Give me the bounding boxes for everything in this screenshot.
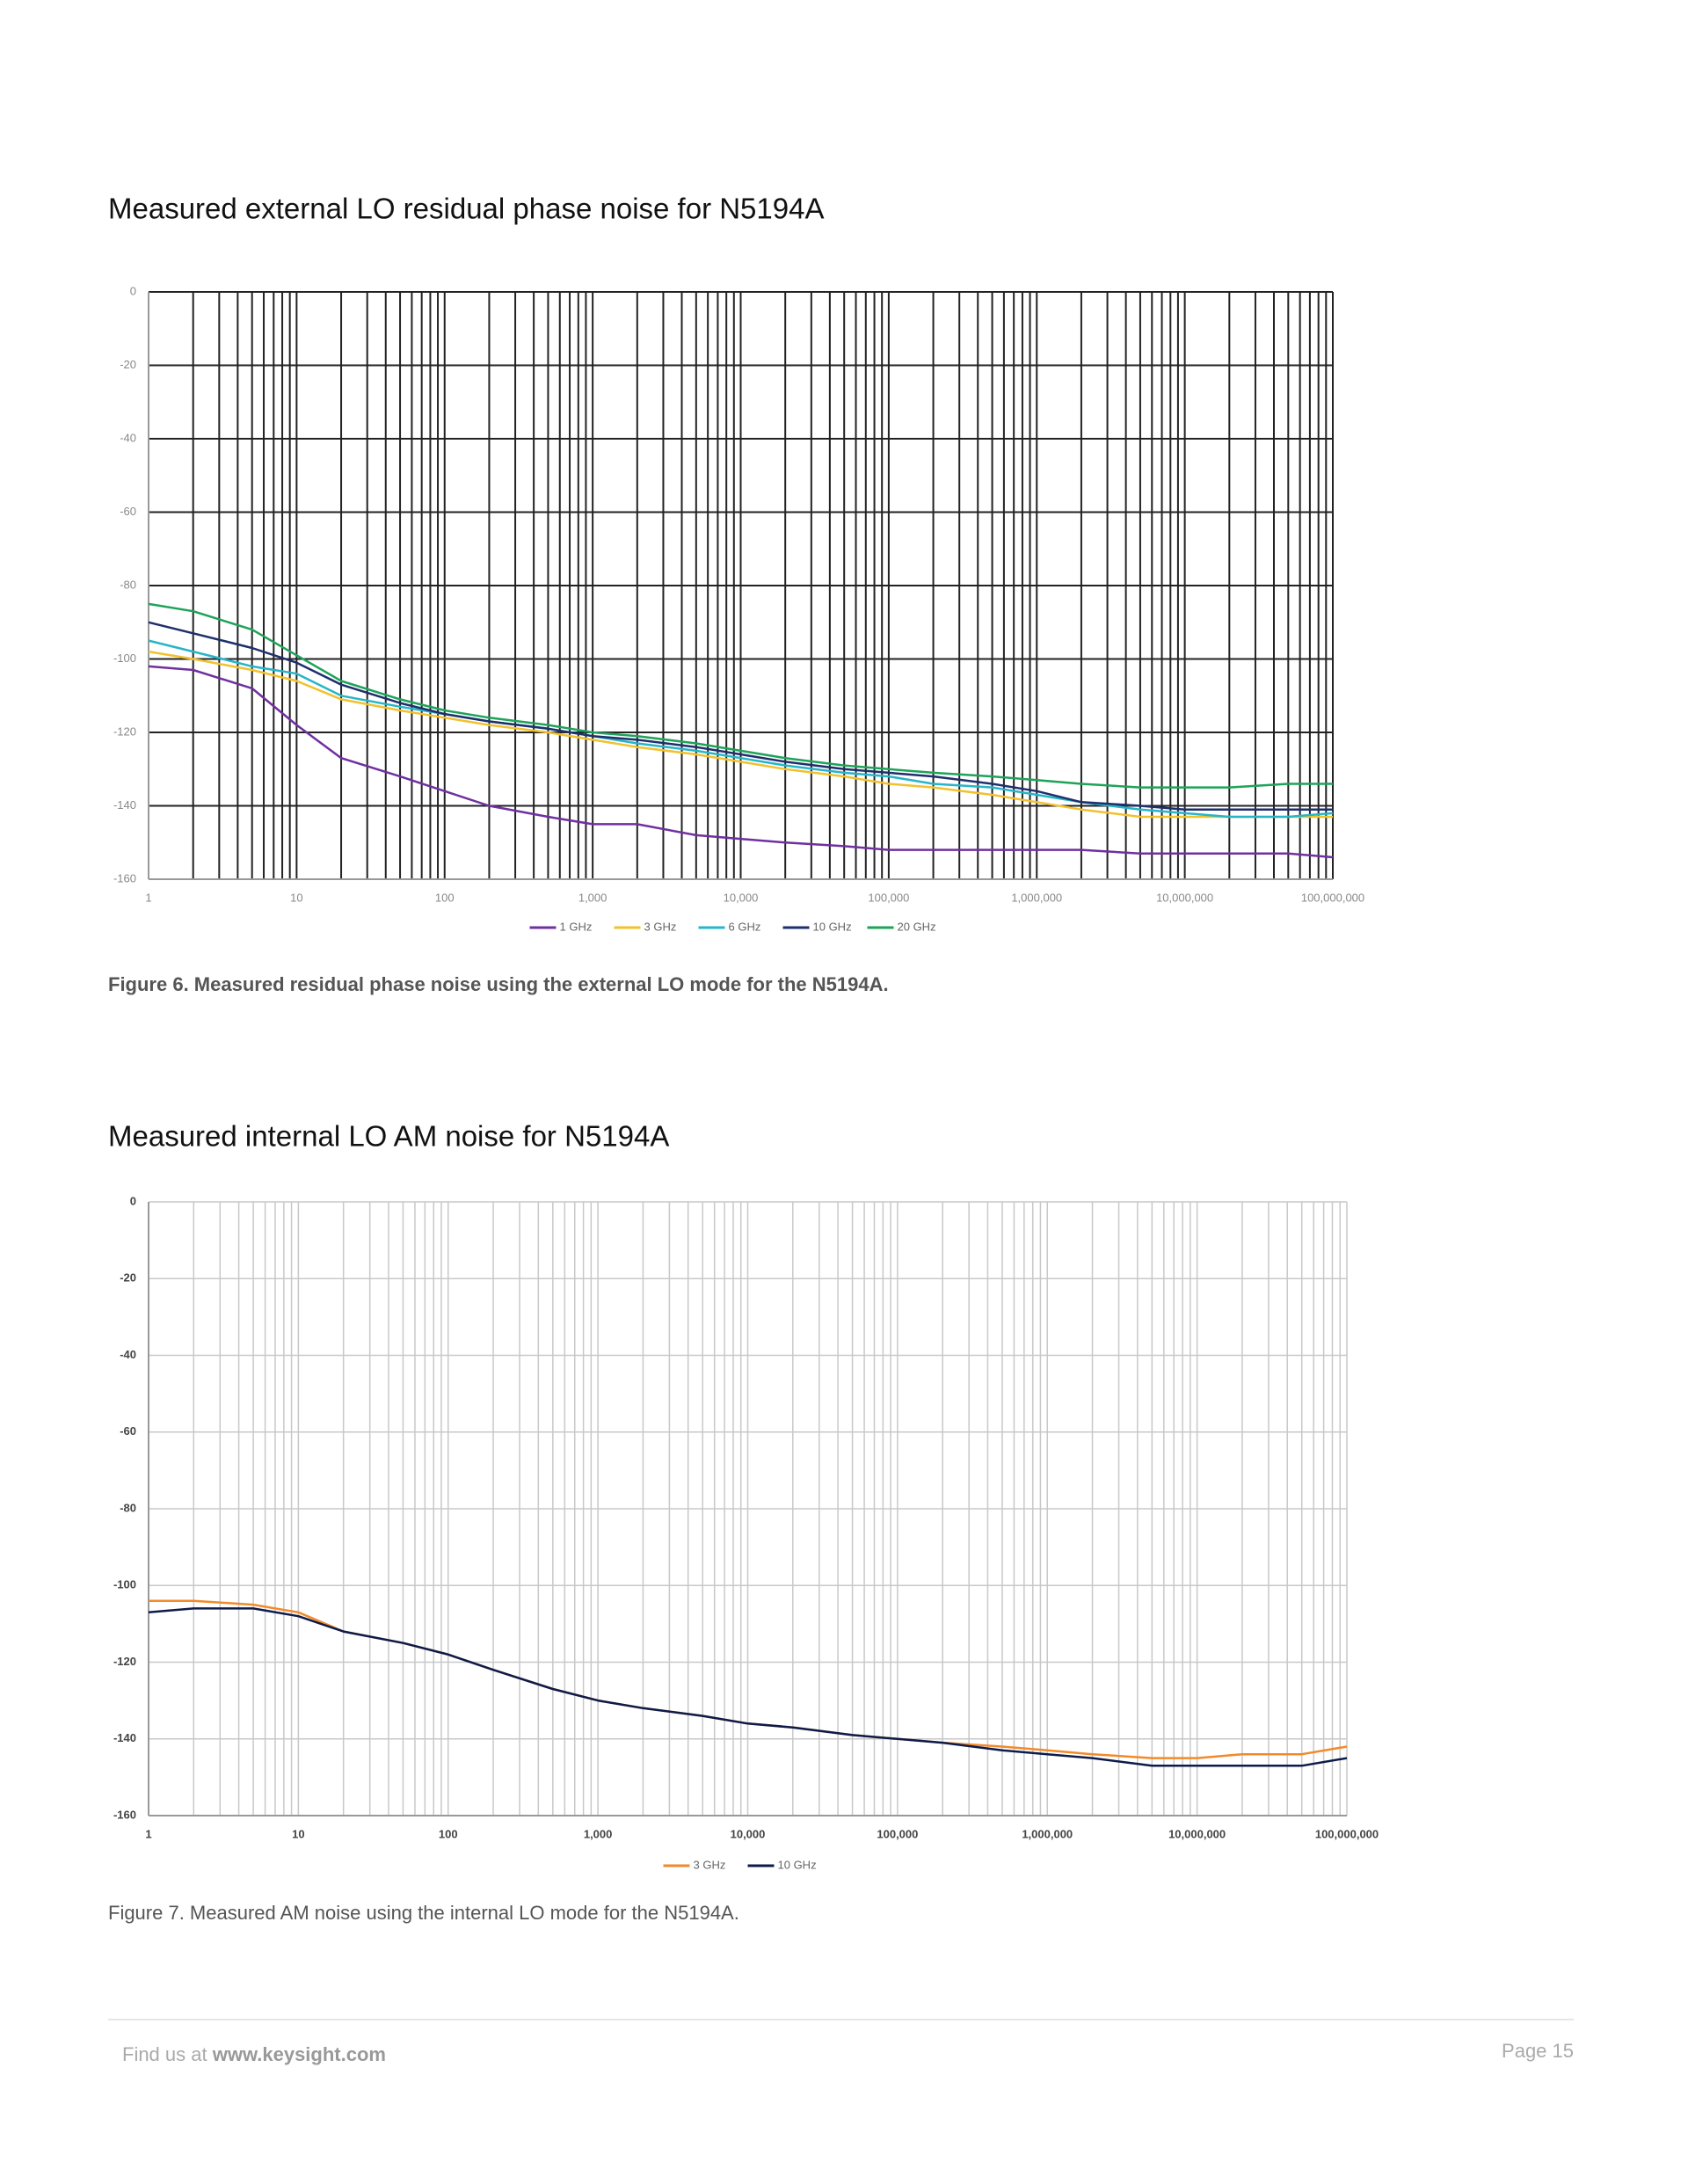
figure-caption: Figure 7. Measured AM noise using the in…	[108, 1902, 739, 1924]
chart-title: Measured external LO residual phase nois…	[108, 193, 824, 225]
legend-label: 10 GHz	[778, 1858, 817, 1871]
legend-label: 6 GHz	[729, 920, 761, 933]
footer-link[interactable]: www.keysight.com	[212, 2043, 386, 2065]
legend-label: 3 GHz	[694, 1858, 726, 1871]
x-tick-label: 10,000	[731, 1827, 766, 1840]
x-tick-label: 10,000	[724, 891, 759, 904]
series-line	[148, 639, 1334, 819]
page-number: Page 15	[1502, 2040, 1574, 2062]
y-tick-label: 0	[130, 1194, 136, 1207]
y-tick-label: -160	[113, 871, 136, 885]
x-tick-label: 100	[435, 891, 455, 904]
chart-title: Measured internal LO AM noise for N5194A	[108, 1120, 669, 1153]
y-tick-label: -60	[120, 1424, 136, 1438]
y-tick-label: -40	[120, 431, 136, 444]
series-line	[148, 602, 1333, 789]
legend-label: 10 GHz	[813, 920, 852, 933]
x-tick-label: 10	[292, 1827, 304, 1840]
y-tick-label: -140	[113, 1731, 136, 1744]
y-tick-label: -20	[120, 1271, 136, 1285]
y-tick-label: 0	[130, 284, 136, 297]
y-tick-label: -100	[113, 652, 136, 665]
series-line	[148, 665, 1334, 859]
y-tick-label: -80	[120, 578, 136, 591]
x-tick-label: 100,000	[877, 1827, 918, 1840]
x-tick-label: 1,000,000	[1011, 891, 1062, 904]
series-line	[148, 621, 1333, 811]
x-tick-label: 10,000,000	[1156, 891, 1213, 904]
figure-caption: Figure 6. Measured residual phase noise …	[108, 973, 889, 995]
x-tick-label: 100,000,000	[1301, 891, 1364, 904]
legend-label: 3 GHz	[644, 920, 677, 933]
legend-label: 20 GHz	[898, 920, 936, 933]
y-tick-label: -100	[113, 1578, 136, 1591]
x-tick-label: 1,000,000	[1022, 1827, 1073, 1840]
x-tick-label: 1,000	[584, 1827, 613, 1840]
footer-text: Find us at www.keysight.com	[122, 2043, 386, 2065]
x-tick-label: 10	[290, 891, 302, 904]
x-tick-label: 100,000	[868, 891, 909, 904]
x-tick-label: 1	[145, 1827, 151, 1840]
x-tick-label: 100	[439, 1827, 458, 1840]
y-tick-label: -40	[120, 1348, 136, 1361]
legend-label: 1 GHz	[560, 920, 593, 933]
x-tick-label: 100,000,000	[1315, 1827, 1379, 1840]
x-tick-label: 1,000	[578, 891, 608, 904]
series-line	[148, 1607, 1348, 1767]
y-tick-label: -120	[113, 724, 136, 738]
y-tick-label: -160	[113, 1808, 136, 1821]
footer-prefix: Find us at	[122, 2043, 207, 2065]
x-tick-label: 1	[145, 891, 151, 904]
series-line	[148, 650, 1333, 819]
y-tick-label: -20	[120, 358, 136, 371]
y-tick-label: -60	[120, 505, 136, 518]
y-tick-label: -120	[113, 1655, 136, 1668]
y-tick-label: -140	[113, 798, 136, 812]
x-tick-label: 10,000,000	[1168, 1827, 1226, 1840]
y-tick-label: -80	[120, 1501, 136, 1514]
